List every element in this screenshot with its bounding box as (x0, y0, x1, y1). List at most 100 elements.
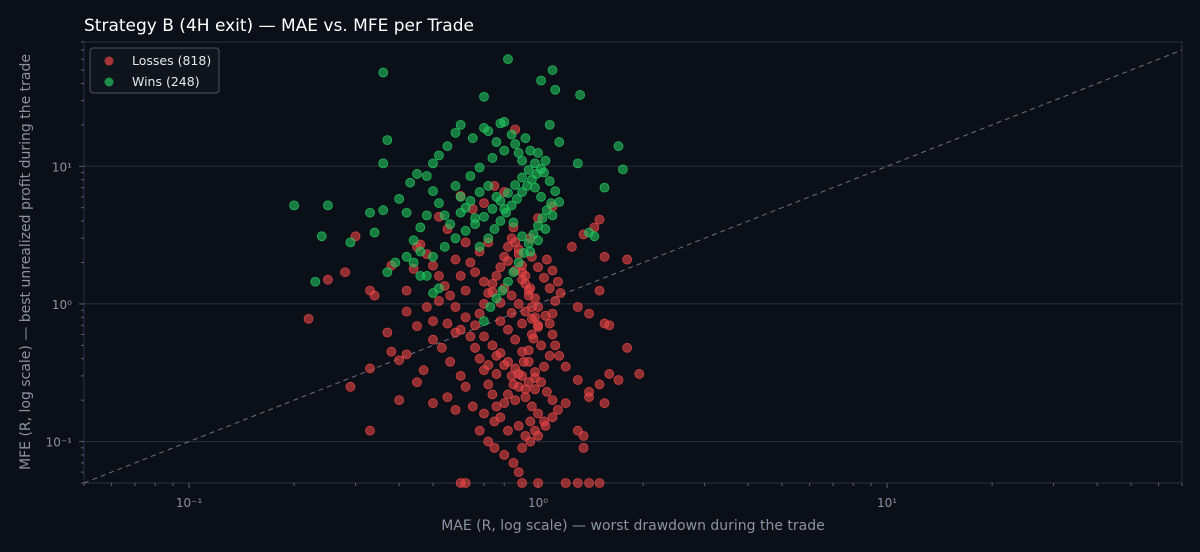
data-point-1-33 (442, 141, 453, 152)
data-point-0-111 (495, 412, 506, 423)
data-point-0-27 (479, 408, 489, 419)
data-point-1-3 (550, 84, 561, 95)
data-point-0-37 (428, 316, 438, 327)
plot-area (83, 41, 1183, 484)
data-point-0-174 (523, 356, 534, 367)
data-point-0-107 (547, 412, 558, 423)
data-point-1-9 (316, 231, 327, 242)
data-point-1-48 (544, 119, 555, 130)
data-point-0-97 (460, 478, 471, 488)
legend: Losses (818) Wins (248) (89, 47, 220, 94)
data-point-0-35 (365, 363, 375, 374)
data-point-0-155 (479, 276, 489, 287)
data-point-0-65 (594, 379, 605, 390)
data-point-1-80 (474, 241, 485, 252)
data-point-0-68 (634, 369, 645, 379)
data-point-0-202 (513, 299, 524, 309)
data-point-0-190 (547, 308, 558, 319)
data-point-0-214 (510, 363, 521, 374)
data-point-1-32 (434, 150, 444, 161)
data-point-0-127 (503, 241, 513, 252)
data-point-1-123 (495, 196, 506, 206)
data-point-0-24 (460, 381, 471, 392)
data-point-0-219 (491, 369, 502, 379)
data-point-0-192 (544, 283, 555, 294)
data-point-0-189 (520, 430, 531, 441)
data-point-1-71 (495, 216, 506, 226)
data-point-0-176 (536, 377, 546, 388)
data-point-1-13 (369, 227, 380, 238)
data-point-1-67 (537, 213, 548, 224)
data-point-0-201 (506, 290, 517, 301)
data-point-0-168 (460, 312, 471, 323)
data-point-0-194 (533, 262, 543, 273)
data-point-1-113 (421, 210, 432, 221)
data-point-0-120 (474, 308, 485, 319)
data-point-0-119 (470, 320, 480, 331)
data-point-1-12 (365, 207, 375, 218)
data-point-0-169 (455, 324, 466, 335)
data-point-0-79 (622, 254, 633, 265)
data-point-0-177 (541, 386, 552, 397)
data-point-1-8 (323, 200, 333, 211)
data-point-0-11 (382, 327, 393, 338)
data-point-0-144 (510, 395, 521, 406)
data-point-0-205 (533, 320, 543, 331)
data-point-0-58 (544, 318, 555, 329)
y-tick-label-1: 10⁰ (52, 298, 72, 312)
data-point-0-151 (517, 318, 527, 329)
data-point-0-21 (436, 342, 447, 353)
data-point-0-41 (450, 254, 461, 265)
data-point-0-71 (599, 318, 610, 329)
data-point-1-15 (382, 135, 393, 146)
data-point-1-74 (512, 193, 522, 204)
data-point-1-90 (510, 139, 521, 149)
data-point-1-31 (428, 158, 438, 169)
data-point-1-106 (474, 187, 485, 197)
diagonal-reference-line (83, 49, 1183, 484)
minor-ticks (79, 41, 1183, 488)
x-tick-label-0: 10⁻¹ (176, 496, 203, 510)
data-point-1-11 (345, 237, 356, 248)
data-point-1-89 (499, 145, 510, 156)
data-point-0-188 (530, 425, 540, 436)
data-point-1-103 (499, 204, 510, 214)
data-point-0-185 (526, 401, 537, 412)
data-point-0-8 (340, 267, 351, 278)
data-point-0-148 (544, 350, 555, 361)
data-point-1-6 (479, 91, 489, 102)
data-point-1-87 (474, 162, 485, 173)
data-point-0-16 (401, 306, 412, 317)
data-point-0-193 (539, 272, 549, 283)
data-point-0-40 (455, 270, 466, 281)
data-point-0-88 (599, 398, 610, 409)
data-point-0-196 (541, 254, 552, 265)
data-point-0-211 (487, 340, 498, 351)
data-point-1-54 (613, 141, 624, 152)
data-point-1-4 (575, 90, 586, 100)
data-point-1-39 (491, 137, 502, 147)
data-point-1-14 (378, 158, 389, 169)
data-point-0-29 (474, 425, 485, 436)
data-point-0-170 (495, 316, 506, 327)
data-point-0-109 (513, 420, 524, 431)
data-point-0-23 (455, 370, 466, 381)
data-point-1-125 (510, 180, 521, 191)
data-point-1-20 (408, 257, 419, 268)
data-point-0-17 (421, 302, 432, 312)
data-point-0-198 (553, 276, 563, 287)
data-point-1-38 (483, 126, 494, 137)
data-point-1-108 (455, 207, 466, 218)
data-point-0-110 (503, 425, 513, 436)
data-point-0-183 (513, 381, 524, 392)
y-tick-label-2: 10¹ (52, 160, 72, 174)
data-point-1-60 (503, 276, 513, 287)
data-point-1-2 (547, 65, 558, 75)
data-point-0-92 (594, 478, 605, 488)
data-point-0-87 (578, 442, 589, 453)
data-point-0-161 (445, 290, 456, 301)
data-point-1-30 (421, 171, 432, 181)
data-point-0-179 (553, 404, 563, 415)
data-point-1-61 (508, 267, 519, 278)
data-point-0-147 (539, 361, 549, 372)
